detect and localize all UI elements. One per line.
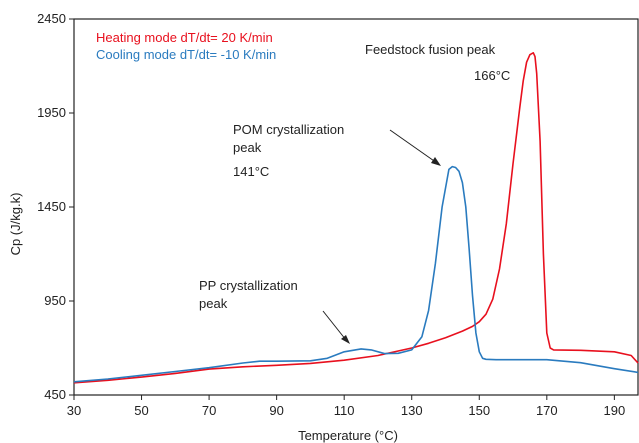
annotation-fusion-peak-line-2: 166°C <box>474 68 510 83</box>
x-tick-label: 90 <box>269 403 283 418</box>
y-tick-label: 950 <box>44 293 66 308</box>
y-tick-label: 450 <box>44 387 66 402</box>
annotation-fusion-peak: Feedstock fusion peak 166°C <box>365 42 510 83</box>
annotation-pp-arrowhead <box>341 335 350 344</box>
annotation-pom-arrow <box>389 129 438 164</box>
x-tick-label: 170 <box>536 403 558 418</box>
annotation-pom-peak-line-1: POM crystallization <box>233 122 344 137</box>
legend: Heating mode dT/dt= 20 K/min Cooling mod… <box>96 30 276 62</box>
x-tick-label: 190 <box>604 403 626 418</box>
x-tick-label: 130 <box>401 403 423 418</box>
y-tick-label: 1950 <box>37 105 66 120</box>
legend-entry-heating: Heating mode dT/dt= 20 K/min <box>96 30 273 45</box>
annotation-pp-arrow <box>322 310 347 341</box>
x-tick-label: 150 <box>468 403 490 418</box>
annotation-pom-peak-line-2: peak <box>233 140 262 155</box>
y-axis: 450 950 1450 1950 2450 <box>37 11 74 402</box>
annotation-fusion-peak-line-1: Feedstock fusion peak <box>365 42 496 57</box>
legend-entry-cooling: Cooling mode dT/dt= -10 K/min <box>96 47 276 62</box>
annotation-pom-peak: POM crystallization peak 141°C <box>233 122 441 179</box>
y-tick-label: 1450 <box>37 199 66 214</box>
series-line-heating <box>73 51 639 384</box>
y-tick-label: 2450 <box>37 11 66 26</box>
x-tick-label: 110 <box>334 403 355 418</box>
annotation-pom-arrowhead <box>431 157 441 166</box>
annotation-pom-peak-line-3: 141°C <box>233 164 269 179</box>
x-tick-label: 70 <box>202 403 216 418</box>
series-layer <box>73 51 639 384</box>
x-axis: 30 50 70 90 110 130 150 170 190 <box>67 395 625 418</box>
x-tick-label: 30 <box>67 403 81 418</box>
annotation-pp-peak-line-2: peak <box>199 296 228 311</box>
plot-frame <box>73 18 639 396</box>
x-axis-title: Temperature (°C) <box>298 428 398 443</box>
plot-area <box>73 18 639 396</box>
x-tick-label: 50 <box>134 403 148 418</box>
annotation-pp-peak: PP crystallization peak <box>199 278 350 344</box>
y-axis-title: Cp (J/kg.k) <box>8 193 23 256</box>
annotation-pp-peak-line-1: PP crystallization <box>199 278 298 293</box>
series-line-cooling <box>73 165 639 383</box>
